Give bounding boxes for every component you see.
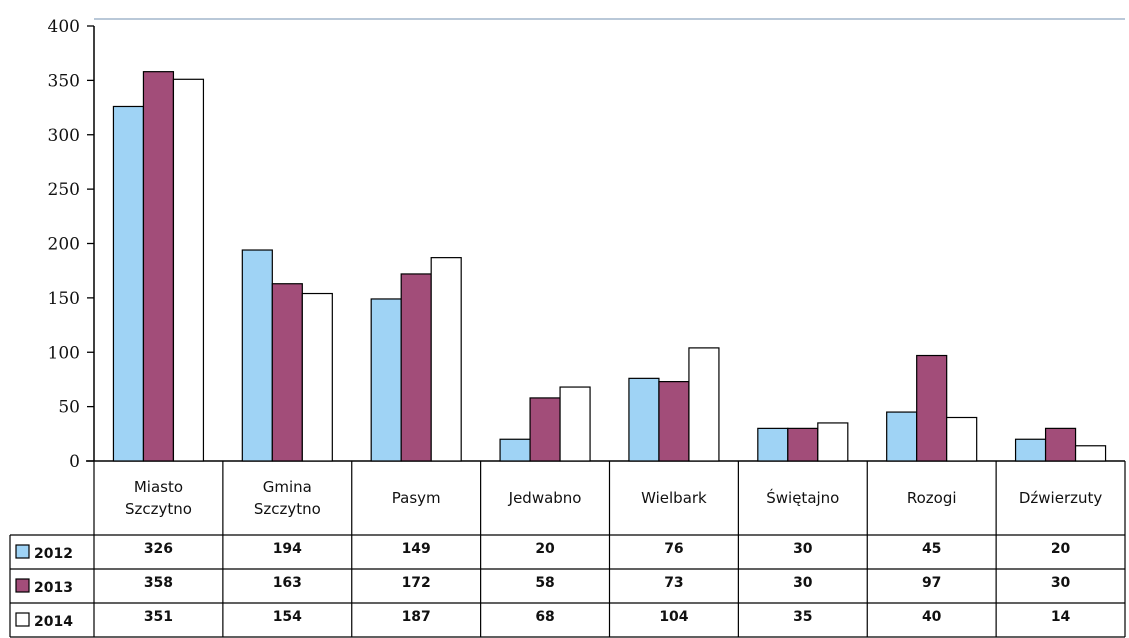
cell-2012-1: 194 [273,541,302,557]
category-label-1-0: Gmina [263,478,312,496]
cell-2014-6: 40 [922,609,942,625]
cell-2013-2: 172 [402,575,431,591]
y-tick-label-300: 300 [48,126,80,146]
bar-2013-2 [400,273,432,462]
cell-2014-7: 14 [1051,609,1071,625]
bar-2012-7 [1014,438,1047,462]
cell-2013-7: 30 [1051,575,1071,591]
category-label-4-0: Wielbark [641,489,707,507]
bar-2013-7 [1044,427,1077,462]
y-tick-label-100: 100 [48,343,80,363]
bar-2013-3 [529,397,561,462]
category-label-6-0: Rozogi [907,489,957,507]
category-label-0-1: Szczytno [125,500,192,518]
cell-2013-5: 30 [793,575,813,591]
legend-swatch-2012 [15,544,30,559]
y-tick-label-250: 250 [48,180,80,200]
bar-2014-3 [559,386,591,462]
bar-2012-6 [886,411,918,462]
cell-2012-3: 20 [535,541,555,557]
cell-2013-6: 97 [922,575,941,591]
cell-2013-4: 73 [664,575,683,591]
bar-2012-2 [370,298,402,462]
bar-2014-5 [817,422,849,462]
bar-2012-4 [628,377,660,462]
cell-2012-6: 45 [922,541,941,557]
bar-2013-6 [916,354,948,462]
y-tick-label-0: 0 [69,452,80,472]
cell-2014-5: 35 [793,609,812,625]
cell-2012-7: 20 [1051,541,1071,557]
bar-2012-0 [112,105,145,462]
bar-2013-5 [787,427,819,462]
cell-2012-4: 76 [664,541,683,557]
bar-2014-7 [1074,445,1107,462]
bars [112,71,1107,462]
bar-2012-3 [499,438,531,462]
legend-swatch-2013 [15,578,30,593]
y-tick-label-50: 50 [58,398,80,418]
category-label-5-0: Świętajno [766,488,839,507]
cell-2012-0: 326 [144,541,173,557]
bar-2013-4 [658,381,690,462]
category-label-3-0: Jedwabno [508,489,582,507]
y-tick-label-150: 150 [48,289,80,309]
bar-2014-4 [688,347,720,462]
cell-2014-1: 154 [273,609,302,625]
y-tick-label-400: 400 [48,17,80,37]
bar-2013-0 [142,71,175,462]
legend-label-2013: 2013 [34,580,73,596]
bar-2014-6 [946,416,978,462]
cell-2012-5: 30 [793,541,813,557]
legend-label-2012: 2012 [34,546,73,562]
bar-2014-1 [301,292,333,462]
category-label-0-0: Miasto [134,478,183,496]
bar-2012-5 [757,427,789,462]
bar-2013-1 [271,283,303,462]
cell-2013-1: 163 [273,575,302,591]
cell-2014-3: 68 [535,609,554,625]
cell-2012-2: 149 [402,541,431,557]
category-label-1-1: Szczytno [254,500,321,518]
data-table: Miasto Szczytno Gmina Szczytno Pasym Jedwabno… [9,461,1126,638]
y-tick-label-350: 350 [48,71,80,91]
category-label-2-0: Pasym [392,489,441,507]
cell-2014-2: 187 [402,609,431,625]
cell-2014-0: 351 [144,609,173,625]
y-tick-label-200: 200 [48,235,80,255]
bar-2012-1 [241,249,273,462]
bar-2014-2 [430,257,462,462]
legend-label-2014: 2014 [34,614,73,630]
bar-2014-0 [172,78,205,462]
category-label-7-0: Dźwierzuty [1019,489,1103,507]
legend-swatch-2014 [15,612,30,627]
cell-2014-4: 104 [659,609,688,625]
cell-2013-3: 58 [535,575,554,591]
cell-2013-0: 358 [144,575,173,591]
